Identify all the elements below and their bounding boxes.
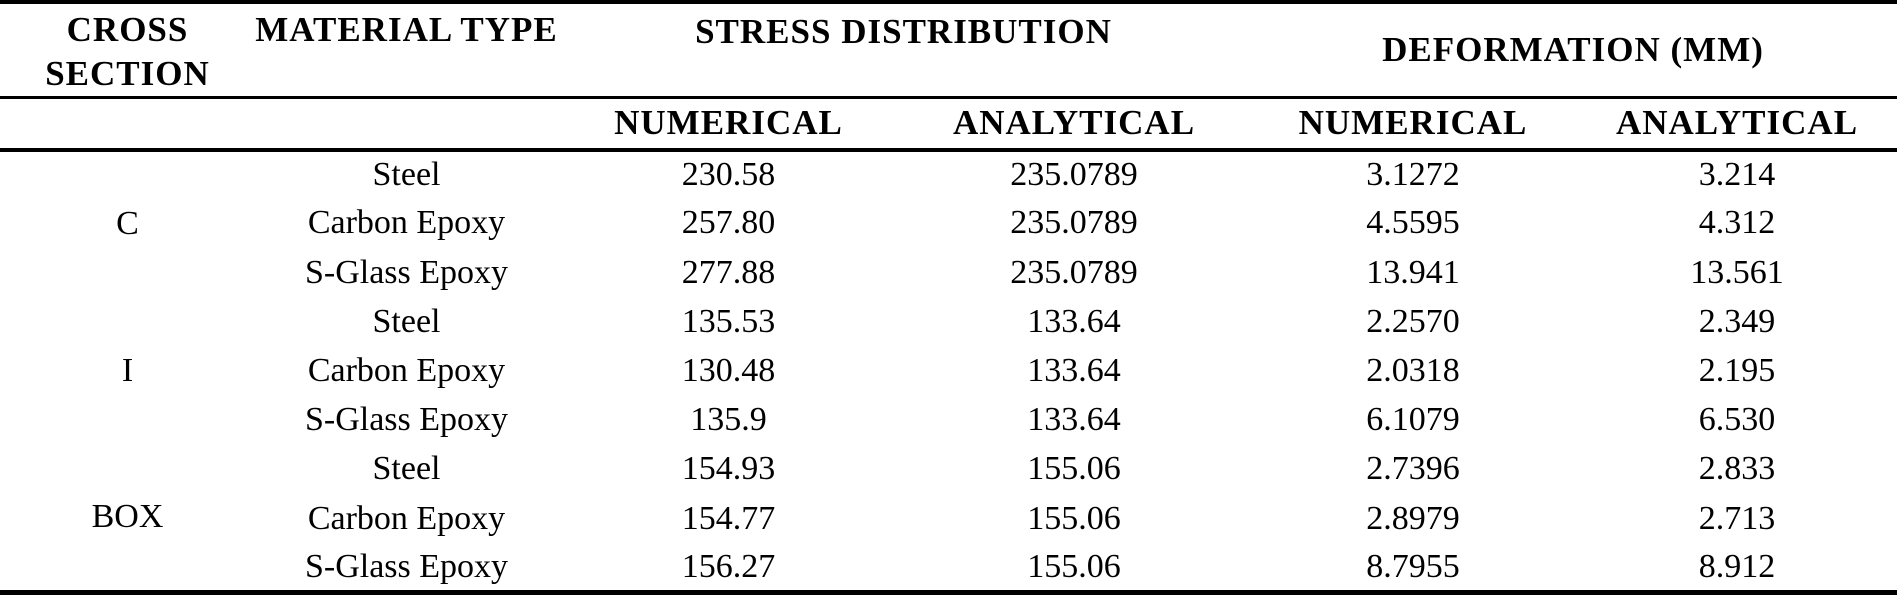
cell-deform-analytical: 6.530 (1698, 401, 1776, 439)
cell-material: S-Glass Epoxy (304, 547, 509, 585)
table-header: CROSS SECTION MATERIAL TYPE STRESS DISTR… (0, 2, 1897, 152)
cell-material: Carbon Epoxy (307, 204, 506, 242)
cell-stress-analytical: 133.64 (1027, 302, 1121, 340)
table-row: Carbon Epoxy 130.48 133.64 2.0318 2.195 (0, 346, 1897, 395)
cell-deform-numerical: 6.1079 (1366, 401, 1460, 439)
cell-deform-numerical: 2.2570 (1366, 302, 1460, 340)
cell-deform-analytical: 4.312 (1698, 204, 1776, 242)
cell-stress-numerical: 154.93 (681, 450, 776, 488)
table-row: Carbon Epoxy 257.80 235.0789 4.5595 4.31… (0, 199, 1897, 248)
cell-cross-section-i: I (121, 351, 134, 389)
cell-stress-analytical: 235.0789 (1010, 253, 1138, 291)
subheader-empty-cross-section (0, 97, 255, 152)
table-row: Carbon Epoxy 154.77 155.06 2.8979 2.713 (0, 494, 1897, 543)
cell-cross-section-c: C (116, 205, 139, 243)
header-material-type: MATERIAL TYPE (255, 2, 558, 99)
cell-deform-analytical: 2.349 (1698, 302, 1776, 340)
cell-stress-analytical: 235.0789 (1010, 204, 1138, 242)
cell-deform-numerical: 2.8979 (1366, 499, 1460, 537)
cell-stress-numerical: 230.58 (681, 156, 776, 194)
cell-stress-analytical: 235.0789 (1010, 156, 1138, 194)
cell-deform-numerical: 2.7396 (1366, 450, 1460, 488)
table-row: S-Glass Epoxy 156.27 155.06 8.7955 8.912 (0, 543, 1897, 592)
cell-deform-analytical: 8.912 (1698, 547, 1776, 585)
cell-cross-section-box: BOX (91, 498, 164, 536)
cell-stress-numerical: 277.88 (681, 253, 776, 291)
cell-material: Steel (372, 156, 441, 194)
cell-stress-analytical: 155.06 (1027, 450, 1121, 488)
table-row: S-Glass Epoxy 277.88 235.0789 13.941 13.… (0, 248, 1897, 297)
cell-stress-numerical: 154.77 (681, 499, 776, 537)
cell-deform-numerical: 13.941 (1366, 253, 1460, 291)
cell-material: Carbon Epoxy (307, 499, 506, 537)
cell-material: S-Glass Epoxy (304, 401, 509, 439)
table-row: I Steel 135.53 133.64 2.2570 2.349 (0, 297, 1897, 387)
cell-deform-analytical: 2.195 (1698, 351, 1776, 389)
cell-stress-analytical: 155.06 (1027, 547, 1121, 585)
table-row: BOX Steel 154.93 155.06 2.7396 2.833 (0, 445, 1897, 534)
cell-material: Carbon Epoxy (307, 351, 506, 389)
cell-stress-numerical: 135.9 (690, 401, 767, 439)
cell-deform-analytical: 3.214 (1698, 156, 1776, 194)
header-row-subcolumns: NUMERICAL ANALYTICAL NUMERICAL ANALYTICA… (0, 97, 1897, 152)
cell-deform-numerical: 4.5595 (1366, 204, 1460, 242)
cell-stress-numerical: 135.53 (681, 302, 776, 340)
cell-stress-analytical: 155.06 (1027, 499, 1121, 537)
cell-deform-analytical: 13.561 (1690, 253, 1784, 291)
table-row: C Steel 230.58 235.0789 3.1272 3.214 (0, 150, 1897, 241)
header-cross-section: CROSS SECTION (0, 2, 255, 99)
subheader-empty-material-type (255, 97, 558, 152)
cell-material: S-Glass Epoxy (304, 253, 509, 291)
table-row: S-Glass Epoxy 135.9 133.64 6.1079 6.530 (0, 396, 1897, 445)
header-row-groups: CROSS SECTION MATERIAL TYPE STRESS DISTR… (0, 2, 1897, 99)
cell-deform-numerical: 2.0318 (1366, 351, 1460, 389)
cell-deform-analytical: 2.713 (1698, 499, 1776, 537)
cell-stress-numerical: 156.27 (681, 547, 776, 585)
subheader-deform-analytical: ANALYTICAL (1577, 97, 1897, 152)
cell-stress-analytical: 133.64 (1027, 351, 1121, 389)
table-body: C Steel 230.58 235.0789 3.1272 3.214 Car… (0, 150, 1897, 593)
header-deformation: DEFORMATION (MM) (1249, 2, 1897, 99)
subheader-stress-numerical: NUMERICAL (558, 97, 899, 152)
cell-stress-numerical: 257.80 (681, 204, 776, 242)
cell-stress-numerical: 130.48 (681, 351, 776, 389)
cell-stress-analytical: 133.64 (1027, 401, 1121, 439)
subheader-stress-analytical: ANALYTICAL (899, 97, 1249, 152)
subheader-deform-numerical: NUMERICAL (1249, 97, 1577, 152)
cell-material: Steel (372, 450, 441, 488)
cell-deform-numerical: 3.1272 (1366, 156, 1460, 194)
header-stress-distribution: STRESS DISTRIBUTION (558, 2, 1249, 99)
cell-deform-numerical: 8.7955 (1366, 547, 1460, 585)
cell-deform-analytical: 2.833 (1698, 450, 1776, 488)
cell-material: Steel (372, 302, 441, 340)
